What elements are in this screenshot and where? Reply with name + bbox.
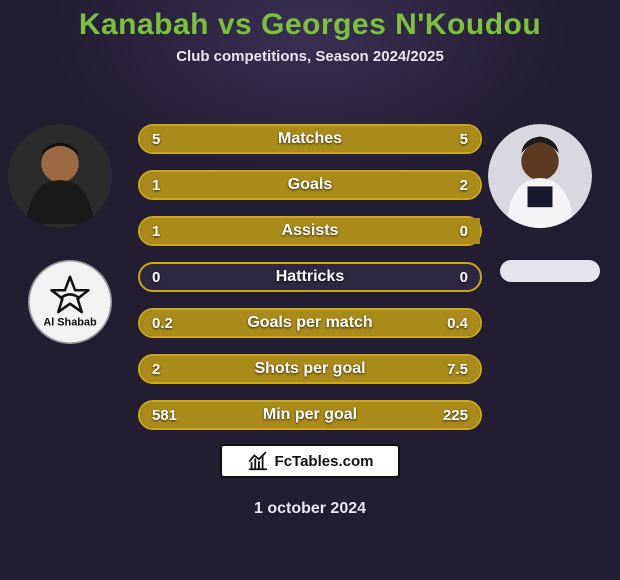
stat-bar-label: Goals xyxy=(140,172,480,198)
stat-bar-right-value: 7.5 xyxy=(447,356,468,382)
watermark-badge: FcTables.com xyxy=(220,444,400,478)
stat-bar: Hattricks0 0 xyxy=(138,262,482,292)
chart-icon xyxy=(247,450,269,472)
stat-bar-left-value: 581 xyxy=(152,402,177,428)
stat-bar-left-value: 0.2 xyxy=(152,310,173,336)
stat-bar-right-value: 0 xyxy=(460,264,468,290)
person-icon xyxy=(8,124,112,228)
date-label: 1 october 2024 xyxy=(0,500,620,518)
stat-bar-label: Min per goal xyxy=(140,402,480,428)
stat-bar-left-value: 2 xyxy=(152,356,160,382)
watermark-text: FcTables.com xyxy=(275,453,374,470)
stat-bar-right-value: 0 xyxy=(460,218,468,244)
comparison-bars: Matches55Goals12Assists10Hattricks00Goal… xyxy=(138,124,482,446)
page-subtitle: Club competitions, Season 2024/2025 xyxy=(0,48,620,65)
stat-bar: Goals1 2 xyxy=(138,170,482,200)
stat-bar: Assists1 0 xyxy=(138,216,482,246)
stat-bar: Min per goal581 225 xyxy=(138,400,482,430)
stat-bar-right-value: 0.4 xyxy=(447,310,468,336)
stat-bar: Shots per goal2 7.5 xyxy=(138,354,482,384)
stat-bar-right-value: 5 xyxy=(460,126,468,152)
player-left-club-badge: Al Shabab xyxy=(28,260,112,344)
stat-bar: Goals per match0.2 0.4 xyxy=(138,308,482,338)
stat-bar: Matches5 5 xyxy=(138,124,482,154)
player-right-avatar xyxy=(488,124,592,228)
stat-bar-label: Assists xyxy=(140,218,480,244)
player-left-avatar xyxy=(8,124,112,228)
stat-bar-left-value: 1 xyxy=(152,218,160,244)
stat-bar-right-value: 2 xyxy=(460,172,468,198)
stat-bar-label: Matches xyxy=(140,126,480,152)
stat-bar-right-value: 225 xyxy=(443,402,468,428)
stat-bar-label: Shots per goal xyxy=(140,356,480,382)
stat-bar-label: Hattricks xyxy=(140,264,480,290)
content-root: Kanabah vs Georges N'Koudou Club competi… xyxy=(0,0,620,580)
club-crest-icon: Al Shabab xyxy=(28,260,112,344)
player-right-club-pill xyxy=(500,260,600,282)
stat-bar-left-value: 1 xyxy=(152,172,160,198)
person-icon xyxy=(488,124,592,228)
stat-bar-label: Goals per match xyxy=(140,310,480,336)
svg-text:Al Shabab: Al Shabab xyxy=(43,317,97,329)
page-title: Kanabah vs Georges N'Koudou xyxy=(0,0,620,42)
stat-bar-left-value: 5 xyxy=(152,126,160,152)
stat-bar-left-value: 0 xyxy=(152,264,160,290)
